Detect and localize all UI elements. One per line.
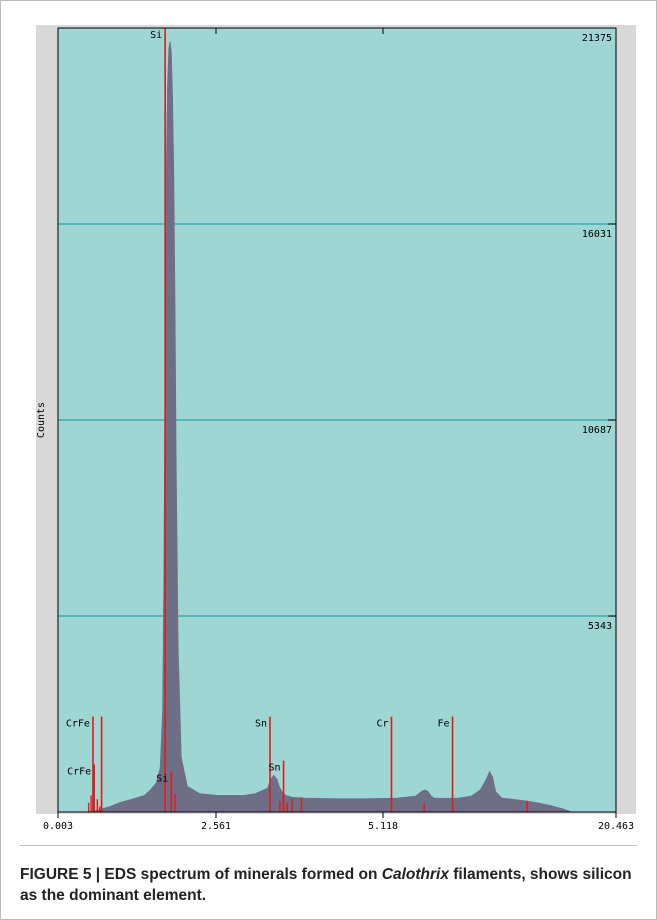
y-tick-label: 21375 — [582, 33, 612, 44]
gridlines — [58, 223, 616, 617]
y-axis-label: Counts — [36, 402, 47, 438]
y-tick-label: 10687 — [582, 425, 612, 436]
spectrum-series — [94, 41, 571, 813]
element-marker-label: Cr — [376, 719, 388, 730]
element-marker-label: Sn — [255, 719, 267, 730]
x-tick-label: 0.003 — [43, 821, 73, 832]
element-marker-label: Sn — [269, 763, 281, 774]
y-tick-label: 5343 — [588, 621, 612, 632]
spectrum-area — [94, 41, 571, 813]
element-marker-label: CrFe — [66, 719, 90, 730]
x-tick-label: 2.561 — [201, 821, 231, 832]
y-tick-label: 16031 — [582, 229, 612, 240]
element-marker-label: CrFe — [67, 766, 91, 777]
caption-divider — [20, 845, 637, 846]
minor-markers — [87, 793, 528, 812]
x-tick-label: 5.118 — [368, 821, 398, 832]
caption-text-2: filaments, shows silicon as the dominant… — [20, 866, 632, 904]
element-marker-label: Si — [150, 30, 162, 41]
element-marker-label: Si — [156, 774, 168, 785]
caption-italic-genus: Calothrix — [381, 866, 449, 883]
axis-ticks: 21375 16031 10687 5343 0.003 2.561 5.118 20.463 — [43, 27, 634, 832]
caption-text-1: FIGURE 5 | EDS spectrum of minerals form… — [20, 866, 382, 883]
element-marker-label: Fe — [438, 719, 450, 730]
figure-caption: FIGURE 5 | EDS spectrum of minerals form… — [20, 864, 640, 906]
x-tick-label: 20.463 — [598, 821, 634, 832]
